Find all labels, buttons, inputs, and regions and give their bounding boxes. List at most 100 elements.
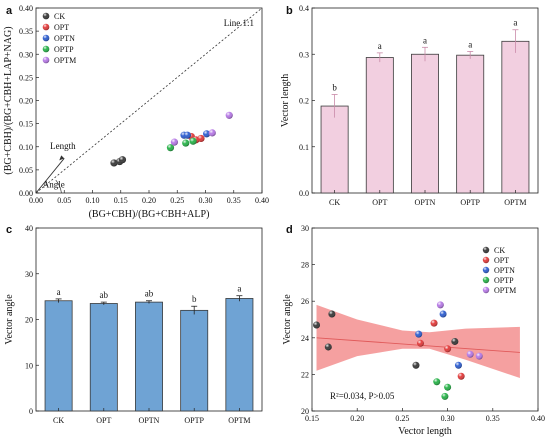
y-tick-label: 0.35: [19, 27, 33, 36]
x-tick-label-OPTN: OPTN: [415, 198, 436, 207]
x-axis-label: (BG+CBH)/(BG+CBH+ALP): [89, 209, 210, 220]
y-tick-label: 28: [301, 261, 309, 270]
legend-marker-OPTM: [42, 56, 50, 64]
legend-label-OPTN: OPTN: [494, 266, 515, 275]
bar-OPT: [365, 57, 394, 194]
point-CK-shade: [412, 361, 420, 369]
bar-OPTN: [411, 53, 439, 194]
point-OPT: [444, 345, 452, 353]
point-OPTM-shade: [208, 129, 216, 137]
point-OPT-shade: [430, 319, 438, 327]
point-OPT-shade: [457, 372, 465, 380]
panel-letter-a: a: [6, 5, 13, 17]
y-tick-label: 0.00: [19, 189, 33, 198]
point-OPTM-shade: [475, 352, 483, 360]
y-tick-label: 10: [25, 361, 33, 370]
regression-annotation: R²=0.034, P>0.05: [330, 391, 395, 401]
y-tick-label: 0.05: [19, 166, 33, 175]
legend-marker-OPT: [482, 256, 490, 264]
y-tick-label: 0.15: [19, 120, 33, 129]
legend-marker-OPTM-shade: [482, 286, 490, 294]
legend-marker-OPTN: [482, 266, 490, 274]
x-tick-label-OPTP: OPTP: [460, 198, 480, 207]
one-to-one-line-label: Line 1:1: [224, 18, 254, 28]
bar-OPT: [89, 303, 118, 412]
legend-marker-CK: [482, 246, 490, 254]
point-OPT: [430, 319, 438, 327]
significance-CK: a: [57, 287, 61, 297]
point-OPTM: [475, 352, 483, 360]
x-tick-label: 0.40: [531, 414, 545, 423]
x-tick-label-CK: CK: [329, 198, 340, 207]
y-axis-label: (BG+CBH)/(BG+CBH+LAP+NAG): [3, 26, 14, 174]
point-OPTP: [441, 392, 449, 400]
legend-label-OPTM: OPTM: [494, 286, 516, 295]
point-OPTN-shade: [415, 330, 423, 338]
legend-marker-OPTM-shade: [42, 56, 50, 64]
legend-label-CK: CK: [54, 12, 65, 21]
one-to-one-line: [35, 7, 263, 194]
x-tick-label-CK: CK: [53, 416, 64, 425]
bar-OPTP: [456, 54, 485, 194]
legend-marker-OPTN: [42, 34, 50, 42]
point-CK-shade: [451, 337, 459, 345]
panel-letter-d: d: [286, 224, 293, 236]
point-CK-shade: [118, 156, 127, 164]
point-OPT-shade: [416, 339, 424, 347]
x-tick-label: 0.25: [170, 196, 184, 205]
point-OPTP-shade: [441, 392, 449, 400]
angle-arc: [55, 179, 62, 194]
vector-arrow: [35, 158, 65, 194]
significance-OPT: a: [378, 41, 382, 51]
y-tick-label: 20: [301, 407, 309, 416]
point-OPTN: [454, 361, 462, 369]
x-tick-label-OPTN: OPTN: [139, 416, 160, 425]
y-tick-label: 0.20: [19, 97, 33, 106]
y-tick-label: 24: [301, 334, 309, 343]
y-tick-label: 0.30: [19, 50, 33, 59]
point-OPTM: [225, 111, 233, 119]
significance-OPT: ab: [100, 290, 109, 300]
point-CK-shade: [328, 310, 336, 318]
x-tick-label-OPTP: OPTP: [184, 416, 204, 425]
panel-d-frame: [311, 227, 539, 412]
significance-OPTN: a: [423, 35, 427, 45]
x-tick-label: 0.25: [395, 414, 409, 423]
legend-label-OPTP: OPTP: [54, 45, 74, 54]
significance-OPTP: b: [192, 294, 197, 304]
legend-marker-CK-shade: [482, 246, 490, 254]
legend-label-OPTP: OPTP: [494, 276, 514, 285]
legend-marker-OPTP-shade: [42, 45, 50, 53]
legend-label-CK: CK: [494, 246, 505, 255]
point-CK: [110, 159, 118, 167]
bar-CK: [44, 300, 73, 412]
y-tick-label: 0.1: [299, 143, 309, 152]
y-tick-label: 40: [25, 224, 33, 233]
point-CK-shade: [110, 159, 118, 167]
x-tick-label: 0.20: [142, 196, 156, 205]
x-tick-label: 0.15: [305, 414, 319, 423]
y-tick-label: 20: [25, 316, 33, 325]
point-OPTN-shade: [183, 131, 192, 139]
point-CK: [324, 343, 332, 351]
y-tick-label: 22: [301, 370, 309, 379]
panel-d-scatter: 0.15 0.20 0.25 0.30 0.35 0.40 20 22 24 26 28 30 Vect…: [282, 224, 545, 437]
point-OPTP: [189, 137, 197, 145]
legend-marker-OPT-shade: [42, 23, 50, 31]
legend-label-OPTM: OPTM: [54, 56, 76, 65]
vector-arrow-head: [59, 155, 65, 161]
legend-marker-OPTP-shade: [482, 276, 490, 284]
point-OPT-shade: [444, 345, 452, 353]
point-OPTP-shade: [182, 139, 190, 147]
legend-label-OPT: OPT: [54, 23, 69, 32]
point-OPT: [197, 134, 205, 143]
point-OPTN: [203, 130, 211, 138]
x-tick-label: 0.00: [29, 196, 43, 205]
point-CK-shade: [313, 321, 321, 329]
y-axis-label: Vector angle: [282, 294, 293, 345]
x-tick-label: 0.35: [227, 196, 241, 205]
y-tick-label: 26: [301, 297, 309, 306]
x-tick-label: 0.05: [57, 196, 71, 205]
significance-OPTN: ab: [145, 289, 154, 299]
